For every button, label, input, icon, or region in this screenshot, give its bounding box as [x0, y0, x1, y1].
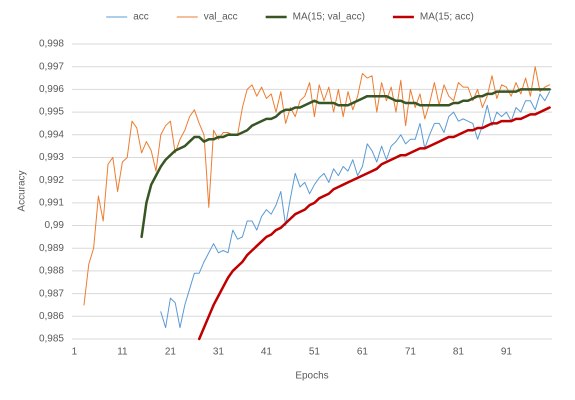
y-tick-label: 0,991: [39, 197, 64, 208]
x-tick-label: 41: [261, 347, 273, 358]
y-tick-label: 0,99: [45, 220, 65, 231]
y-tick-label: 0,993: [39, 152, 64, 163]
y-tick-label: 0,986: [39, 311, 64, 322]
x-tick-label: 91: [501, 347, 513, 358]
legend-label: MA(15; acc): [420, 12, 474, 23]
legend-label: acc: [133, 12, 149, 23]
y-tick-label: 0,992: [39, 175, 64, 186]
x-tick-label: 31: [213, 347, 225, 358]
legend-label: MA(15; val_acc): [293, 12, 365, 23]
series-line: [140, 88, 551, 239]
x-tick-label: 21: [165, 347, 177, 358]
x-tick-label: 81: [453, 347, 465, 358]
y-tick-label: 0,988: [39, 266, 64, 277]
x-tick-label: 61: [357, 347, 369, 358]
y-tick-label: 0,985: [39, 334, 64, 345]
y-tick-label: 0,996: [39, 84, 64, 95]
series-line: [160, 91, 551, 329]
x-axis-title: Epochs: [295, 371, 328, 382]
x-tick-label: 51: [309, 347, 321, 358]
x-tick-label: 71: [405, 347, 417, 358]
y-axis-title: Accuracy: [17, 170, 28, 211]
x-tick-label: 11: [117, 347, 128, 358]
series-line: [197, 106, 551, 341]
y-tick-label: 0,998: [39, 39, 64, 50]
y-tick-label: 0,987: [39, 288, 64, 299]
y-tick-label: 0,994: [39, 129, 64, 140]
y-tick-label: 0,997: [39, 61, 64, 72]
y-tick-label: 0,995: [39, 107, 64, 118]
y-tick-label: 0,989: [39, 243, 64, 254]
x-tick-label: 1: [72, 347, 78, 358]
legend-label: val_acc: [204, 12, 238, 23]
